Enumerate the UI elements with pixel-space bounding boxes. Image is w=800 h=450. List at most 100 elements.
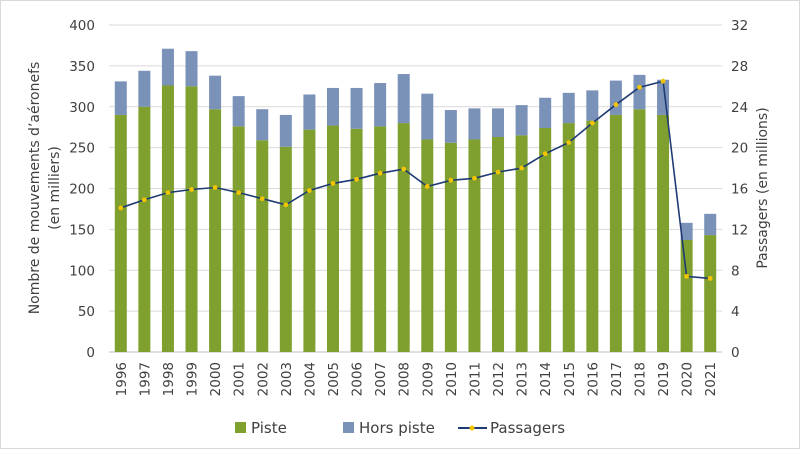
bar-piste bbox=[562, 123, 575, 352]
passagers-point bbox=[330, 180, 336, 186]
bar-piste bbox=[279, 146, 292, 352]
bar-piste bbox=[209, 109, 222, 352]
passagers-point bbox=[519, 165, 524, 171]
x-tick-label: 2003 bbox=[279, 362, 295, 396]
legend-marker-passagers bbox=[469, 425, 475, 431]
y-tick-label: 50 bbox=[78, 304, 95, 320]
passagers-point bbox=[448, 177, 454, 183]
passagers-point bbox=[236, 190, 242, 195]
passagers-point bbox=[684, 273, 690, 279]
y2-tick-label: 32 bbox=[731, 18, 748, 34]
bar-piste bbox=[492, 136, 505, 352]
passagers-point bbox=[165, 190, 171, 195]
y2-tick-label: 20 bbox=[731, 141, 748, 157]
y-axis-title-line2: (en milliers) bbox=[47, 146, 63, 230]
bar-piste bbox=[680, 240, 693, 352]
passagers-point bbox=[589, 120, 595, 126]
x-tick-label: 2009 bbox=[420, 362, 436, 396]
bar-piste bbox=[350, 128, 363, 352]
bar-hors-piste bbox=[185, 51, 198, 87]
x-tick-label: 2015 bbox=[562, 362, 578, 396]
passagers-point bbox=[401, 166, 407, 172]
bar-hors-piste bbox=[444, 110, 457, 143]
x-tick-label: 2019 bbox=[656, 362, 672, 396]
bar-hors-piste bbox=[303, 94, 316, 130]
passagers-point bbox=[377, 170, 383, 176]
bar-hors-piste bbox=[609, 80, 622, 115]
y2-tick-label: 16 bbox=[731, 182, 748, 198]
bar-hors-piste bbox=[161, 48, 174, 86]
passagers-line bbox=[120, 80, 711, 280]
bar-piste bbox=[114, 114, 127, 352]
passagers-point bbox=[495, 169, 501, 175]
bar-hors-piste bbox=[397, 74, 410, 124]
left-axis-ticks: 0 50 100 150 200 250 300 350 400 bbox=[69, 18, 95, 361]
bar-hors-piste bbox=[586, 90, 599, 121]
bar-piste bbox=[303, 129, 316, 352]
x-tick-label: 2013 bbox=[515, 362, 531, 396]
bar-piste bbox=[704, 235, 717, 352]
bar-hors-piste bbox=[279, 114, 292, 147]
passagers-point bbox=[307, 188, 312, 193]
passagers-line-group bbox=[118, 78, 713, 281]
passagers-point bbox=[566, 140, 572, 145]
bar-piste bbox=[444, 142, 457, 352]
passagers-point bbox=[660, 78, 666, 84]
bar-piste bbox=[374, 126, 387, 353]
x-tick-label: 2020 bbox=[680, 362, 696, 396]
passagers-point bbox=[472, 175, 477, 181]
legend-swatch-piste bbox=[235, 422, 246, 433]
passagers-point bbox=[189, 187, 194, 192]
bar-piste bbox=[539, 128, 552, 352]
bar-hors-piste bbox=[256, 109, 269, 141]
legend-label-passagers: Passagers bbox=[490, 419, 565, 437]
x-tick-label: 2016 bbox=[585, 362, 601, 396]
y2-tick-label: 0 bbox=[731, 345, 740, 361]
passagers-point bbox=[424, 184, 430, 189]
y-tick-label: 250 bbox=[69, 141, 95, 157]
passagers-point bbox=[283, 202, 289, 208]
bar-hors-piste bbox=[562, 92, 575, 124]
x-tick-label: 2008 bbox=[397, 362, 413, 396]
y2-tick-label: 24 bbox=[731, 100, 748, 116]
bar-hors-piste bbox=[492, 108, 505, 137]
passagers-point bbox=[354, 176, 359, 182]
y2-tick-label: 12 bbox=[731, 222, 748, 238]
y-tick-label: 150 bbox=[69, 222, 95, 238]
x-axis-ticks: 1996 1997 1998 1999 2000 2001 2002 2003 2004 2005… bbox=[114, 362, 719, 396]
y-tick-label: 100 bbox=[69, 263, 95, 279]
x-tick-label: 1999 bbox=[185, 362, 201, 396]
x-tick-label: 2017 bbox=[609, 362, 625, 396]
passagers-point bbox=[707, 276, 713, 281]
passagers-point bbox=[637, 84, 642, 90]
x-tick-label: 2002 bbox=[255, 362, 271, 396]
x-tick-label: 2007 bbox=[373, 362, 389, 396]
y2-tick-label: 28 bbox=[731, 59, 748, 75]
bar-hors-piste bbox=[539, 97, 552, 129]
right-axis-ticks: 0 4 8 12 16 20 24 28 32 bbox=[731, 18, 748, 361]
passagers-point bbox=[141, 197, 147, 203]
bar-piste bbox=[138, 106, 151, 352]
x-tick-label: 2011 bbox=[467, 362, 483, 396]
bar-piste bbox=[657, 114, 670, 352]
bars-group bbox=[114, 48, 717, 353]
legend-swatch-hors-piste bbox=[343, 422, 354, 433]
passagers-point bbox=[613, 102, 619, 108]
x-tick-label: 2006 bbox=[350, 362, 366, 396]
bar-hors-piste bbox=[350, 87, 363, 129]
bar-hors-piste bbox=[209, 75, 222, 110]
bar-hors-piste bbox=[633, 74, 646, 110]
bar-hors-piste bbox=[326, 87, 339, 126]
x-tick-label: 2000 bbox=[208, 362, 224, 396]
legend-label-piste: Piste bbox=[251, 419, 287, 437]
y-tick-label: 300 bbox=[69, 100, 95, 116]
bar-piste bbox=[609, 114, 622, 352]
x-tick-label: 2005 bbox=[326, 362, 342, 396]
bar-piste bbox=[185, 86, 198, 352]
x-tick-label: 2004 bbox=[302, 362, 318, 396]
bar-piste bbox=[232, 126, 245, 353]
passagers-point bbox=[542, 151, 548, 157]
bar-piste bbox=[421, 139, 434, 352]
